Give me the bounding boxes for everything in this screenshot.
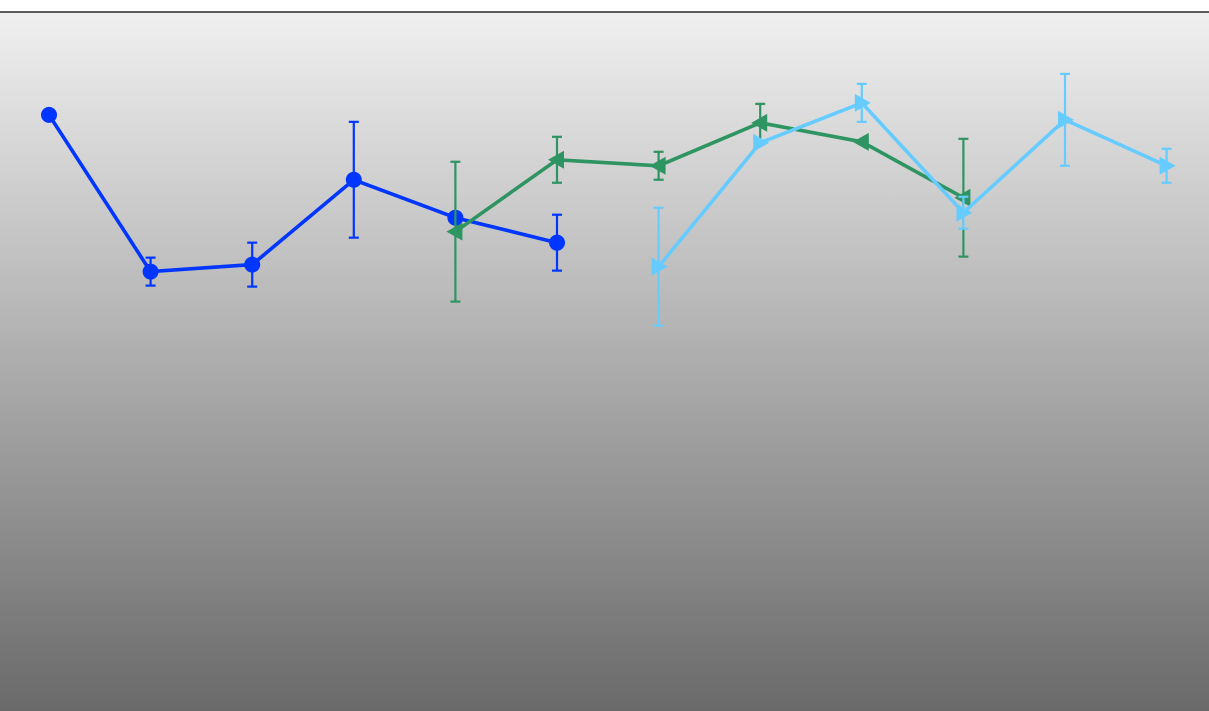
series-2: [446, 102, 971, 303]
data-point-s1-p1: [41, 106, 57, 123]
data-point-s2-p4: [751, 113, 768, 132]
plot-background: [0, 12, 1209, 711]
data-point-s1-p6: [549, 234, 565, 251]
data-point-s2-p5: [852, 132, 869, 151]
data-point-s3-p6: [1159, 156, 1176, 175]
data-point-s3-p3: [854, 93, 871, 112]
series-line-2: [453, 121, 966, 234]
data-point-s1-p3: [244, 256, 261, 273]
series-3: [651, 72, 1176, 327]
data-point-s3-p2: [753, 133, 770, 152]
data-point-s1-p4: [345, 171, 362, 188]
data-point-s3-p1: [651, 257, 668, 276]
series-layer: [41, 72, 1176, 327]
data-point-s2-p3: [649, 156, 666, 175]
data-point-s3-p5: [1058, 110, 1074, 129]
data-point-s3-p4: [956, 203, 973, 222]
data-point-s1-p2: [142, 263, 159, 280]
series-line-3: [656, 101, 1169, 269]
data-point-s2-p1: [446, 222, 463, 241]
data-point-s2-p2: [548, 150, 564, 169]
